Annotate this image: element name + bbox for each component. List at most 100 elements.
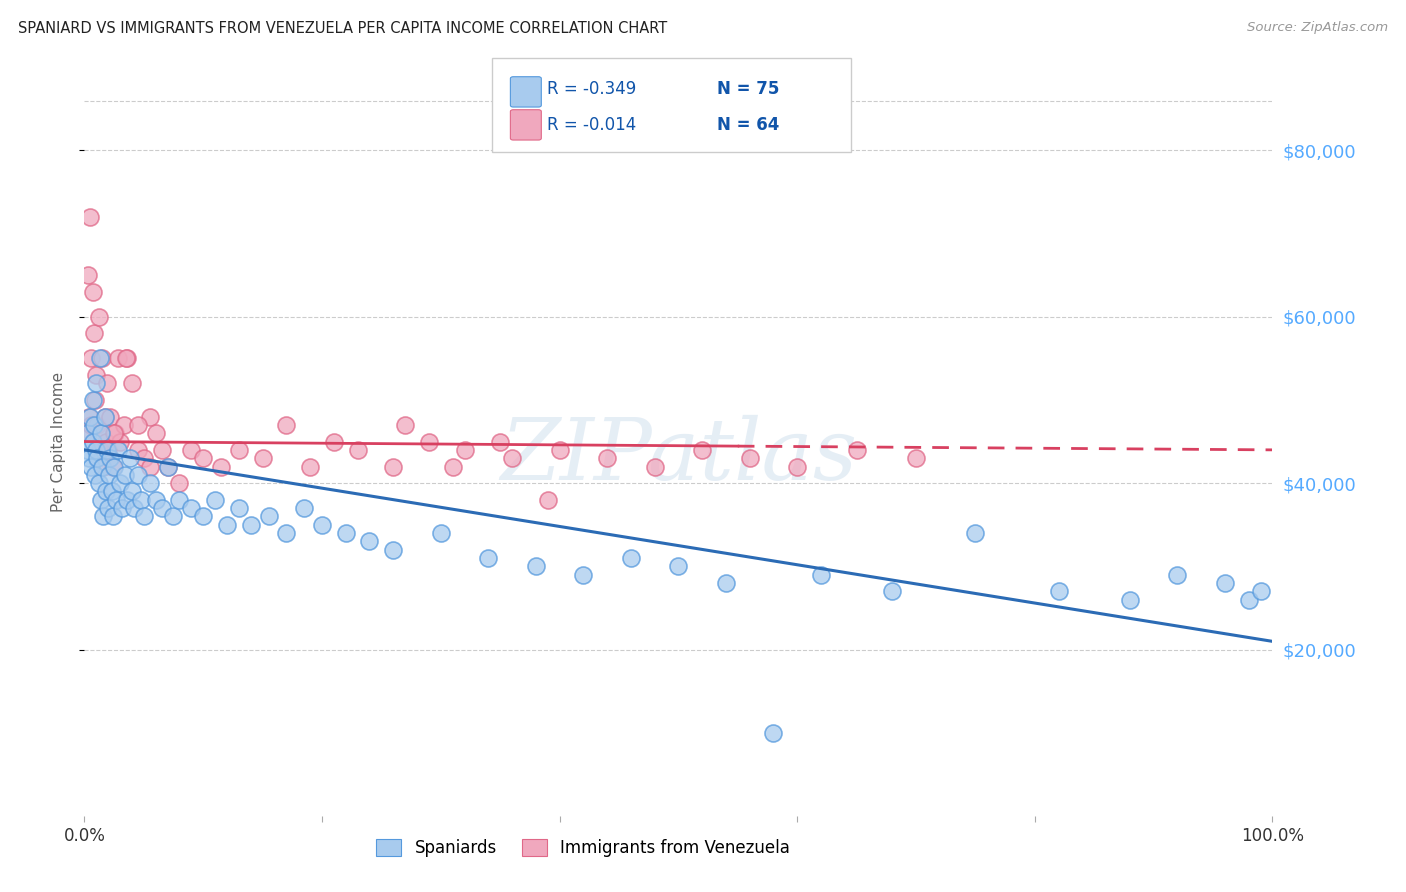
Point	[112, 417, 135, 432]
Point	[90, 426, 112, 441]
Point	[501, 451, 523, 466]
Point	[111, 501, 134, 516]
Point	[82, 392, 104, 407]
Point	[1166, 567, 1188, 582]
Point	[86, 417, 108, 432]
Point	[87, 310, 110, 324]
Point	[430, 526, 453, 541]
Point	[132, 509, 155, 524]
Point	[252, 451, 274, 466]
Point	[292, 501, 315, 516]
Point	[150, 501, 173, 516]
Point	[191, 509, 215, 524]
Point	[150, 442, 173, 457]
Point	[1237, 592, 1260, 607]
Point	[115, 351, 138, 366]
Point	[311, 517, 333, 532]
Point	[180, 442, 202, 457]
Text: ZIPatlas: ZIPatlas	[499, 415, 858, 498]
Point	[93, 509, 115, 524]
Point	[121, 376, 143, 391]
Point	[94, 434, 117, 449]
Point	[257, 509, 280, 524]
Point	[115, 351, 138, 366]
Point	[156, 459, 179, 474]
Point	[101, 509, 124, 524]
Point	[810, 567, 832, 582]
Point	[122, 501, 145, 516]
Point	[299, 459, 322, 474]
Point	[100, 409, 122, 424]
Point	[89, 351, 111, 366]
Point	[169, 492, 191, 507]
Point	[107, 442, 129, 457]
Point	[228, 501, 250, 516]
Point	[121, 484, 143, 499]
Point	[1213, 576, 1236, 591]
Point	[620, 551, 643, 566]
Point	[107, 351, 129, 366]
Point	[127, 417, 149, 432]
Point	[156, 459, 179, 474]
Point	[228, 442, 250, 457]
Point	[346, 442, 368, 457]
Point	[209, 459, 232, 474]
Point	[845, 442, 868, 457]
Point	[180, 501, 202, 516]
Point	[335, 526, 357, 541]
Point	[77, 409, 100, 424]
Point	[91, 459, 114, 474]
Point	[127, 467, 149, 482]
Point	[105, 492, 128, 507]
Point	[1047, 584, 1070, 599]
Point	[100, 451, 122, 466]
Text: SPANIARD VS IMMIGRANTS FROM VENEZUELA PER CAPITA INCOME CORRELATION CHART: SPANIARD VS IMMIGRANTS FROM VENEZUELA PE…	[18, 21, 668, 36]
Point	[548, 442, 571, 457]
Text: Source: ZipAtlas.com: Source: ZipAtlas.com	[1247, 21, 1388, 34]
Point	[276, 417, 298, 432]
Point	[690, 442, 713, 457]
Point	[108, 434, 131, 449]
Point	[84, 368, 107, 382]
Point	[322, 434, 344, 449]
Point	[83, 417, 105, 432]
Point	[382, 542, 405, 557]
Point	[762, 726, 785, 740]
Point	[108, 476, 131, 491]
Point	[86, 451, 108, 466]
Point	[215, 517, 238, 532]
Text: N = 75: N = 75	[717, 80, 779, 98]
Point	[138, 409, 160, 424]
Point	[138, 459, 160, 474]
Point	[132, 451, 155, 466]
Point	[489, 434, 512, 449]
Point	[93, 459, 115, 474]
Point	[572, 567, 595, 582]
Point	[80, 417, 103, 432]
Text: R = -0.014: R = -0.014	[547, 116, 636, 134]
Point	[239, 517, 262, 532]
Point	[169, 476, 191, 491]
Point	[90, 426, 112, 441]
Point	[418, 434, 440, 449]
Point	[82, 434, 104, 449]
Point	[276, 526, 298, 541]
Point	[145, 426, 167, 441]
Point	[77, 451, 100, 466]
Point	[394, 417, 416, 432]
Text: N = 64: N = 64	[717, 116, 779, 134]
Point	[104, 426, 127, 441]
Point	[84, 442, 107, 457]
Point	[93, 409, 115, 424]
Point	[90, 492, 112, 507]
Point	[127, 442, 149, 457]
Legend: Spaniards, Immigrants from Venezuela: Spaniards, Immigrants from Venezuela	[370, 832, 797, 864]
Point	[882, 584, 904, 599]
Point	[94, 484, 117, 499]
Point	[76, 442, 98, 457]
Point	[80, 459, 103, 474]
Point	[100, 484, 122, 499]
Text: R = -0.349: R = -0.349	[547, 80, 636, 98]
Point	[204, 492, 226, 507]
Point	[145, 492, 167, 507]
